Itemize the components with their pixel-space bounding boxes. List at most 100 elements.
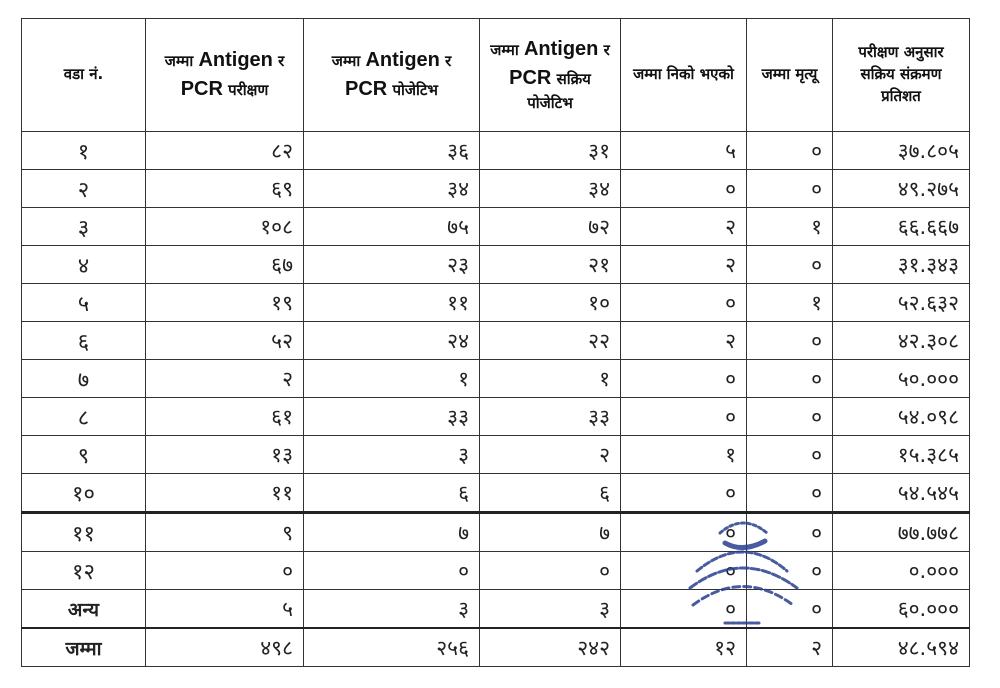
cell-active-percentage: ३७.८०५ bbox=[832, 131, 970, 170]
cell-deaths: ० bbox=[746, 131, 833, 170]
cell-ward: १० bbox=[21, 473, 146, 513]
cell-active-percentage: १५.३८५ bbox=[832, 435, 970, 474]
cell-deaths: ० bbox=[746, 359, 833, 398]
cell-active-positive: ३४ bbox=[479, 169, 621, 208]
cell-total-tests: १३ bbox=[145, 435, 304, 474]
cell-deaths: ० bbox=[746, 435, 833, 474]
cell-total-tests: ६७ bbox=[145, 245, 304, 284]
cell-recovered: ० bbox=[620, 169, 747, 208]
cell-active-percentage: ५०.००० bbox=[832, 359, 970, 398]
cell-total-tests: ६९ bbox=[145, 169, 304, 208]
cell-active-percentage: ०.००० bbox=[832, 551, 970, 590]
cell-active-positive: २४२ bbox=[479, 627, 621, 667]
table-row: ७ २ १ १ ० ० ५०.००० bbox=[21, 359, 970, 398]
cell-deaths: ० bbox=[746, 245, 833, 284]
cell-ward: अन्य bbox=[21, 589, 146, 629]
cell-recovered: ५ bbox=[620, 131, 747, 170]
cell-active-positive: २ bbox=[479, 435, 621, 474]
cell-ward: २ bbox=[21, 169, 146, 208]
cell-deaths: ० bbox=[746, 551, 833, 590]
cell-deaths: ० bbox=[746, 169, 833, 208]
cell-active-positive: १० bbox=[479, 283, 621, 322]
covid-ward-table: वडा नं. जम्मा Antigen र PCR परीक्षण जम्म… bbox=[21, 18, 970, 667]
cell-total-positive: ३३ bbox=[303, 397, 480, 436]
cell-recovered: ० bbox=[620, 511, 747, 552]
cell-deaths: १ bbox=[746, 207, 833, 246]
cell-deaths: १ bbox=[746, 283, 833, 322]
cell-recovered: १२ bbox=[620, 627, 747, 667]
total-row: जम्मा ४९८ २५६ २४२ १२ २ ४८.५९४ bbox=[21, 627, 970, 667]
cell-active-percentage: ३१.३४३ bbox=[832, 245, 970, 284]
table-row: ९ १३ ३ २ १ ० १५.३८५ bbox=[21, 435, 970, 474]
cell-ward: १२ bbox=[21, 551, 146, 590]
cell-active-positive: २२ bbox=[479, 321, 621, 360]
cell-deaths: ० bbox=[746, 511, 833, 552]
cell-total-tests: ४९८ bbox=[145, 627, 304, 667]
cell-total-positive: २४ bbox=[303, 321, 480, 360]
table-row: अन्य ५ ३ ३ ० ० ६०.००० bbox=[21, 589, 970, 629]
cell-total-tests: ६१ bbox=[145, 397, 304, 436]
header-ward: वडा नं. bbox=[21, 18, 146, 132]
cell-deaths: ० bbox=[746, 473, 833, 513]
cell-recovered: ० bbox=[620, 359, 747, 398]
cell-active-positive: ० bbox=[479, 551, 621, 590]
cell-active-positive: ३१ bbox=[479, 131, 621, 170]
cell-active-positive: २१ bbox=[479, 245, 621, 284]
cell-total-tests: १९ bbox=[145, 283, 304, 322]
cell-active-positive: ७ bbox=[479, 511, 621, 552]
table-row: ६ ५२ २४ २२ २ ० ४२.३०८ bbox=[21, 321, 970, 360]
cell-deaths: ० bbox=[746, 397, 833, 436]
cell-recovered: २ bbox=[620, 245, 747, 284]
cell-recovered: २ bbox=[620, 207, 747, 246]
cell-total-positive: ७ bbox=[303, 511, 480, 552]
cell-active-percentage: ५४.०९८ bbox=[832, 397, 970, 436]
table-body: १ ८२ ३६ ३१ ५ ० ३७.८०५ २ ६९ ३४ ३४ ० ० ४९.२७५ ३ १०८ ७५ ७२ २ १… bbox=[21, 131, 970, 667]
header-recovered: जम्मा निको भएको bbox=[620, 18, 747, 132]
cell-active-positive: ३३ bbox=[479, 397, 621, 436]
cell-active-percentage: ४९.२७५ bbox=[832, 169, 970, 208]
cell-total-tests: ११ bbox=[145, 473, 304, 513]
cell-total-positive: ६ bbox=[303, 473, 480, 513]
cell-active-percentage: ४८.५९४ bbox=[832, 627, 970, 667]
table-row: ४ ६७ २३ २१ २ ० ३१.३४३ bbox=[21, 245, 970, 284]
table-row: १० ११ ६ ६ ० ० ५४.५४५ bbox=[21, 473, 970, 513]
cell-active-positive: १ bbox=[479, 359, 621, 398]
cell-ward: ११ bbox=[21, 511, 146, 552]
header-total-positive: जम्मा Antigen र PCR पोजेटिभ bbox=[303, 18, 480, 132]
cell-active-percentage: ६६.६६७ bbox=[832, 207, 970, 246]
header-deaths: जम्मा मृत्यू bbox=[746, 18, 833, 132]
cell-total-positive: ३ bbox=[303, 589, 480, 629]
cell-active-percentage: ७७.७७८ bbox=[832, 511, 970, 552]
header-total-tests: जम्मा Antigen र PCR परीक्षण bbox=[145, 18, 304, 132]
cell-recovered: २ bbox=[620, 321, 747, 360]
cell-deaths: ० bbox=[746, 589, 833, 629]
cell-total-positive: २३ bbox=[303, 245, 480, 284]
cell-recovered: ० bbox=[620, 397, 747, 436]
cell-total-positive: ७५ bbox=[303, 207, 480, 246]
cell-deaths: २ bbox=[746, 627, 833, 667]
cell-total-positive: ३४ bbox=[303, 169, 480, 208]
cell-recovered: ० bbox=[620, 283, 747, 322]
cell-total-positive: १ bbox=[303, 359, 480, 398]
cell-ward: ४ bbox=[21, 245, 146, 284]
cell-ward: ७ bbox=[21, 359, 146, 398]
cell-ward: जम्मा bbox=[21, 627, 146, 667]
cell-active-positive: ३ bbox=[479, 589, 621, 629]
cell-active-percentage: ५२.६३२ bbox=[832, 283, 970, 322]
cell-active-percentage: ५४.५४५ bbox=[832, 473, 970, 513]
cell-ward: ३ bbox=[21, 207, 146, 246]
table-row: १२ ० ० ० ० ० ०.००० bbox=[21, 551, 970, 590]
table-row: ३ १०८ ७५ ७२ २ १ ६६.६६७ bbox=[21, 207, 970, 246]
cell-total-tests: १०८ bbox=[145, 207, 304, 246]
header-active-positive: जम्मा Antigen र PCR सक्रिय पोजेटिभ bbox=[479, 18, 621, 132]
cell-recovered: ० bbox=[620, 473, 747, 513]
cell-total-tests: ९ bbox=[145, 511, 304, 552]
cell-active-percentage: ४२.३०८ bbox=[832, 321, 970, 360]
table-row: २ ६९ ३४ ३४ ० ० ४९.२७५ bbox=[21, 169, 970, 208]
table-row: ८ ६१ ३३ ३३ ० ० ५४.०९८ bbox=[21, 397, 970, 436]
cell-total-tests: २ bbox=[145, 359, 304, 398]
cell-ward: ५ bbox=[21, 283, 146, 322]
header-active-percentage: परीक्षण अनुसार सक्रिय संक्रमण प्रतिशत bbox=[832, 18, 970, 132]
cell-ward: ८ bbox=[21, 397, 146, 436]
table-row: १ ८२ ३६ ३१ ५ ० ३७.८०५ bbox=[21, 131, 970, 170]
